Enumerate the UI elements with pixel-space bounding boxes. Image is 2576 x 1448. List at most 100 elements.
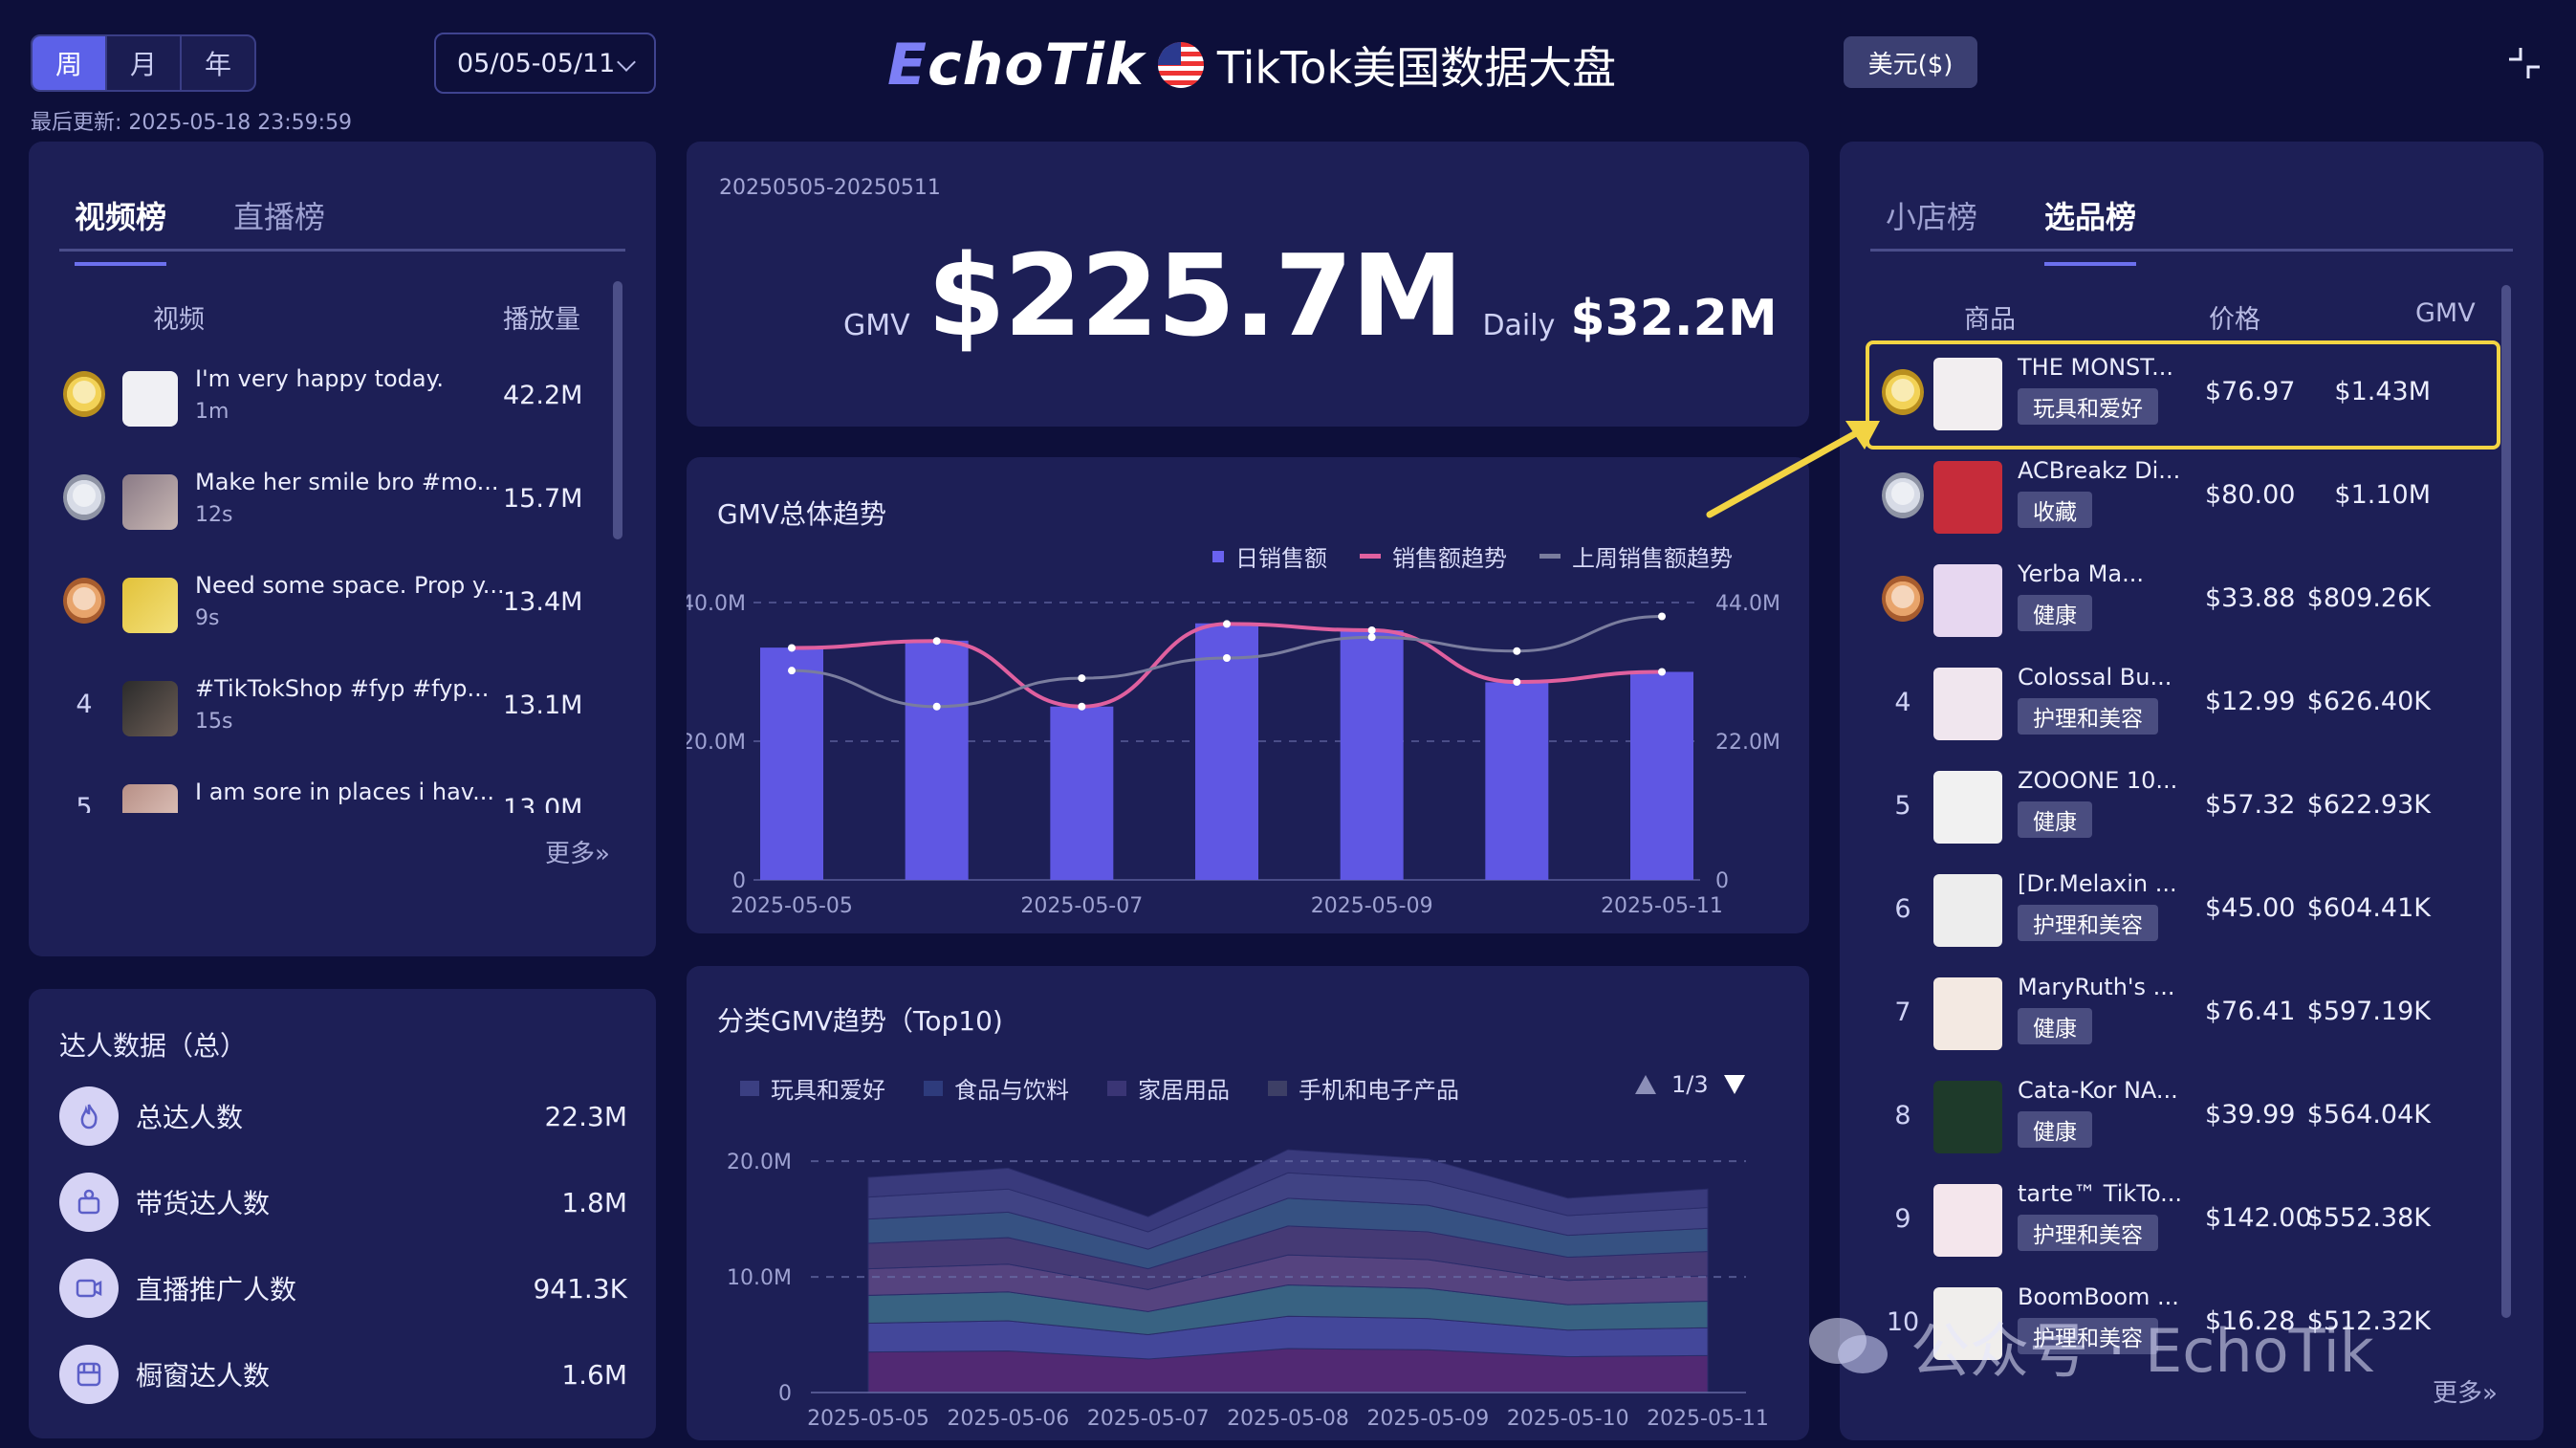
daily-value: $32.2M [1570,290,1778,347]
col-header-video: 视频 [153,305,205,335]
col-header-views: 播放量 [503,305,580,335]
brand-header: EchoTik TikTok美国数据大盘 [887,27,1616,103]
product-gmv: $564.04K [2306,1100,2431,1130]
line-point [1223,620,1231,628]
x-tick-label: 2025-05-08 [1227,1407,1349,1431]
product-name: ACBreakz Di... [2018,457,2181,484]
pager-down-icon[interactable] [1723,1075,1745,1094]
period-tab-week[interactable]: 周 [33,36,107,90]
more-videos-link[interactable]: 更多» [545,840,610,868]
product-price: $142.00 [2205,1203,2312,1233]
legend-last-week-trend[interactable]: 上周销售额趋势 [1539,539,1733,573]
tab-product-ranking[interactable]: 选品榜 [2044,193,2137,266]
brand-logo-rest: choTik [928,32,1145,99]
bar [1485,682,1549,880]
gold-medal-icon [63,371,105,417]
influencer-value: 1.8M [561,1186,627,1218]
product-gmv: $597.19K [2306,997,2431,1026]
y2-tick-label: 22.0M [1715,731,1780,755]
product-row[interactable]: 10 BoomBoom ... 护理和美容 $16.28 $512.32K [1868,1274,2500,1364]
legend-label: 玩具和爱好 [771,1077,885,1104]
tab-video-ranking[interactable]: 视频榜 [75,193,167,266]
video-row[interactable]: 4 #TikTokShop #fyp #fyp... 15s 13.1M [61,668,597,744]
tab-divider [59,249,625,252]
product-gmv: $622.93K [2306,790,2431,820]
video-views: 13.0M [503,794,583,813]
col-header-price: 价格 [2209,305,2260,335]
video-row[interactable]: 5 I am sore in places i hav... 13.0M [61,771,597,813]
tab-live-ranking[interactable]: 直播榜 [233,199,326,235]
pager-up-icon[interactable] [1635,1075,1656,1094]
last-updated: 最后更新: 2025-05-18 23:59:59 [31,111,353,135]
product-row[interactable]: 4 Colossal Bu... 护理和美容 $12.99 $626.40K [1868,654,2500,754]
influencer-row: 总达人数 22.3M [59,1083,627,1150]
influencer-value: 22.3M [544,1100,627,1132]
tab-shop-ranking[interactable]: 小店榜 [1886,199,1978,235]
product-row[interactable]: Yerba Ma... 健康 $33.88 $809.26K [1868,551,2500,650]
legend-sales-trend[interactable]: 销售额趋势 [1360,539,1507,573]
rank-badge: 6 [1894,893,1911,924]
bar [1340,630,1404,880]
col-header-product: 商品 [1964,305,2016,335]
legend-swatch [1539,554,1561,559]
product-row[interactable]: 6 [Dr.Melaxin ... 护理和美容 $45.00 $604.41K [1868,861,2500,960]
line-point [788,667,796,675]
video-row[interactable]: Need some space. Prop y... 9s 13.4M [61,564,597,641]
product-row[interactable]: THE MONST... 玩具和爱好 $76.97 $1.43M [1868,344,2500,444]
legend-pager: 1/3 [1635,1071,1745,1098]
product-image [1933,358,2002,430]
legend-label: 销售额趋势 [1392,545,1507,572]
product-image [1933,461,2002,534]
video-title: #TikTokShop #fyp #fyp... [195,675,490,702]
video-ranking-panel [29,142,656,956]
product-name: THE MONST... [2018,354,2173,381]
product-image [1933,564,2002,637]
legend-home[interactable]: 家居用品 [1107,1071,1230,1105]
product-row[interactable]: 7 MaryRuth's ... 健康 $76.41 $597.19K [1868,964,2500,1064]
legend-food[interactable]: 食品与饮料 [924,1071,1069,1105]
silver-medal-icon [1882,472,1924,518]
video-list-scrollbar[interactable] [613,281,622,539]
video-row[interactable]: I'm very happy today. 1m 42.2M [61,358,597,434]
video-title: I am sore in places i hav... [195,779,494,805]
rank-badge: 10 [1886,1306,1920,1337]
bar [1195,623,1258,880]
rank-badge: 4 [1894,687,1911,717]
product-gmv: $604.41K [2306,893,2431,923]
line-point [1513,678,1521,687]
more-products-link[interactable]: 更多» [2433,1379,2498,1408]
video-thumbnail [122,578,178,633]
product-row[interactable]: 9 tarte™ TikTo... 护理和美容 $142.00 $552.38K [1868,1171,2500,1270]
legend-swatch [1107,1080,1126,1096]
line-point [1658,668,1666,676]
legend-daily-sales[interactable]: 日销售额 [1212,539,1327,573]
x-tick-label: 2025-05-10 [1507,1407,1629,1431]
influencer-title: 达人数据（总） [59,1030,248,1062]
period-tab-year[interactable]: 年 [204,49,231,80]
video-duration: 15s [195,710,233,734]
date-range-select[interactable]: 05/05-05/11 [434,33,656,94]
product-list-scrollbar[interactable] [2501,285,2511,1318]
period-tab-month[interactable]: 月 [107,36,182,90]
col-header-gmv: GMV [2415,298,2476,328]
legend-label: 食品与饮料 [954,1077,1069,1104]
legend-swatch [740,1080,759,1096]
video-row[interactable]: Make her smile bro #mo... 12s 15.7M [61,461,597,538]
category-trend-chart: 0 10.0M 20.0M 2025-05-05 2025-05-06 2025-05-0… [727,1149,1769,1431]
currency-button[interactable]: 美元($) [1844,36,1977,88]
legend-swatch [924,1080,943,1096]
legend-toys[interactable]: 玩具和爱好 [740,1071,885,1105]
collapse-icon[interactable] [2505,44,2543,82]
product-row[interactable]: 8 Cata-Kor NA... 健康 $39.99 $564.04K [1868,1067,2500,1167]
legend-electronics[interactable]: 手机和电子产品 [1268,1071,1459,1105]
product-row[interactable]: 5 ZOOONE 10... 健康 $57.32 $622.93K [1868,757,2500,857]
gmv-summary-panel [687,142,1809,427]
bar [1050,706,1114,880]
product-category-tag: 收藏 [2018,492,2092,528]
y-tick-label: 40.0M [687,592,746,616]
legend-label: 上周销售额趋势 [1572,545,1733,572]
area-series [867,1149,1709,1233]
product-row[interactable]: ACBreakz Di... 收藏 $80.00 $1.10M [1868,448,2500,547]
product-category-tag: 护理和美容 [2018,698,2158,735]
legend-label: 手机和电子产品 [1299,1077,1459,1104]
